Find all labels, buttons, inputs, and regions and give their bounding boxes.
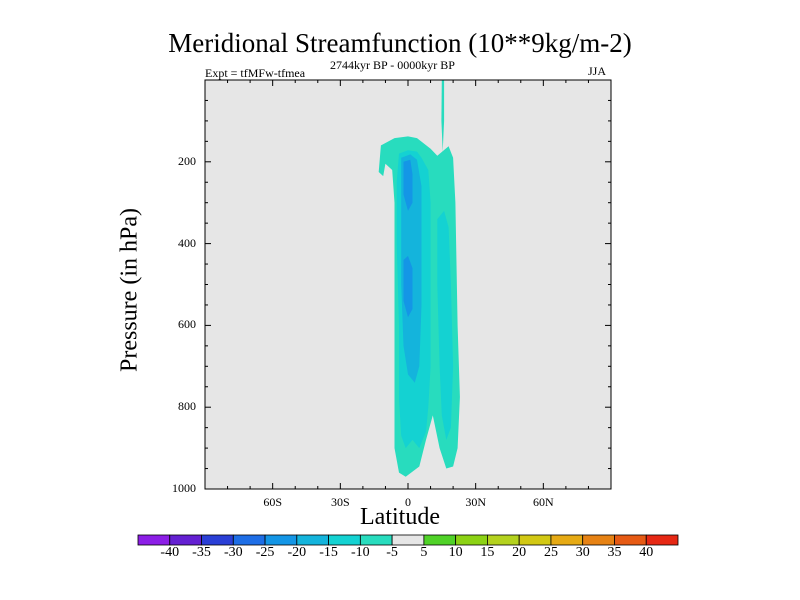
colorbar [137,534,679,546]
colorbar-label: -5 [386,545,398,560]
colorbar-label: -20 [287,545,307,560]
x-tick-label: 60S [263,495,282,509]
colorbar-label: -30 [223,545,243,560]
x-tick-label: 30S [330,495,350,509]
x-tick-label: 30N [465,495,486,509]
colorbar-box [232,534,266,546]
axis-ticks [205,80,611,490]
colorbar-label: 25 [543,545,558,560]
x-axis-label: Latitude [360,504,440,530]
y-tick-label: 1000 [172,481,196,495]
colorbar-label: 5 [420,545,428,560]
colorbar-label: -25 [255,545,275,560]
y-tick-label: 800 [178,399,196,414]
colorbar-box [645,534,679,546]
y-tick-label: 200 [178,153,196,168]
colorbar-box [582,534,615,546]
colorbar-box [455,534,488,546]
colorbar-box [518,534,552,546]
right-string: JJA [588,64,607,78]
left-string: Expt = tfMFw-tfmea [205,66,306,80]
colorbar-label: -10 [351,545,370,560]
colorbar-box [614,534,647,546]
x-tick-label: 60N [532,495,554,509]
colorbar-label: 10 [448,545,463,560]
colorbar-label: 20 [512,545,527,560]
contour-region-cell-core [403,159,413,211]
contour-region-cell-core-lower [403,255,413,318]
chart-title: Meridional Streamfunction (10**9kg/m-2) [168,28,632,58]
contour-regions [378,80,460,477]
colorbar-box [359,534,393,546]
colorbar-box [296,534,329,546]
contour-region-column-spike [441,80,445,152]
y-axis-label: Pressure (in hPa) [116,208,143,372]
colorbar-label: 30 [575,545,590,560]
colorbar-label: -40 [160,545,180,560]
y-tick-label: 400 [178,235,196,250]
colorbar-box [264,534,298,546]
x-tick-label: 0 [405,495,411,509]
colorbar-box [169,534,202,546]
colorbar-label: -15 [319,545,338,560]
colorbar-box [423,534,457,546]
colorbar-box [487,534,520,546]
colorbar-box [391,534,425,546]
colorbar-box [201,534,234,546]
contour-region-cell-right [437,210,454,440]
colorbar-label: 35 [607,545,622,560]
colorbar-box [137,534,171,546]
center-string: 2744kyr BP - 0000kyr BP [330,58,455,72]
colorbar-label: -35 [192,545,211,560]
colorbar-box [328,534,361,546]
colorbar-label: 40 [639,545,654,560]
y-tick-label: 600 [178,317,196,332]
colorbar-box [550,534,584,546]
colorbar-label: 15 [480,545,495,560]
